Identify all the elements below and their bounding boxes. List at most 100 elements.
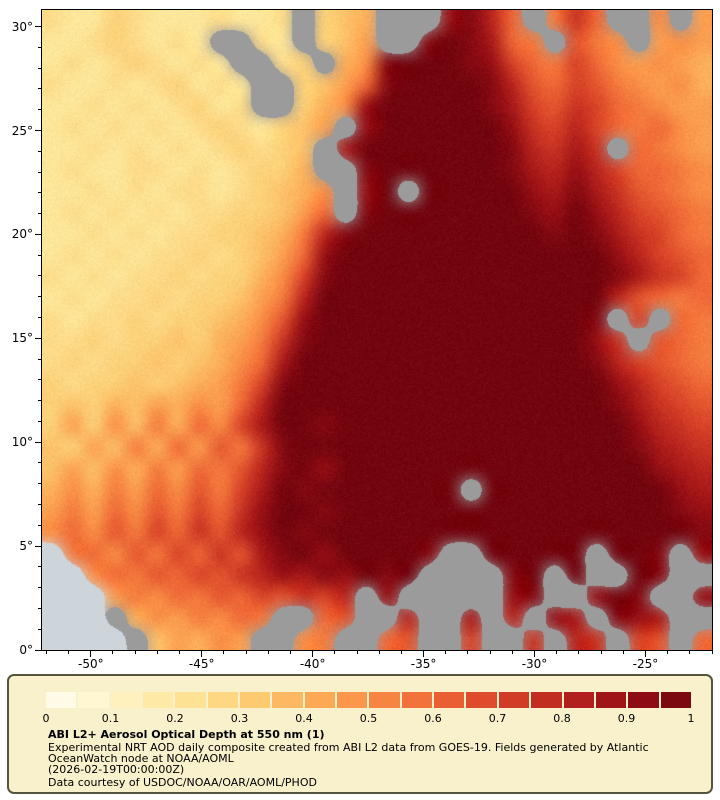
- lon-tick-label: -40°: [291, 657, 335, 671]
- lon-minor-tick: [445, 650, 446, 654]
- colorbar-segment: [434, 692, 464, 708]
- lon-minor-tick: [68, 650, 69, 654]
- lon-minor-tick: [556, 650, 557, 654]
- aod-map-plot: [42, 10, 712, 650]
- lon-minor-tick: [401, 650, 402, 654]
- lat-minor-tick: [38, 213, 42, 214]
- colorbar-segment: [661, 692, 691, 708]
- colorbar-tick-label: 0.2: [166, 712, 184, 725]
- lon-minor-tick: [246, 650, 247, 654]
- lat-tick: [35, 130, 42, 131]
- lat-minor-tick: [38, 400, 42, 401]
- lon-minor-tick: [268, 650, 269, 654]
- lon-minor-tick: [179, 650, 180, 654]
- lat-minor-tick: [38, 608, 42, 609]
- colorbar-segment: [240, 692, 270, 708]
- colorbar-tick-label: 0.4: [295, 712, 313, 725]
- lon-tick: [90, 650, 91, 657]
- lon-minor-tick: [46, 650, 47, 654]
- lat-minor-tick: [38, 629, 42, 630]
- lat-minor-tick: [38, 68, 42, 69]
- lon-tick-label: -45°: [180, 657, 224, 671]
- lat-minor-tick: [38, 317, 42, 318]
- lon-minor-tick: [512, 650, 513, 654]
- lon-minor-tick: [223, 650, 224, 654]
- colorbar-segment: [564, 692, 594, 708]
- colorbar-segment: [78, 692, 108, 708]
- lat-tick: [35, 26, 42, 27]
- lat-minor-tick: [38, 172, 42, 173]
- colorbar-segment: [369, 692, 399, 708]
- lon-minor-tick: [689, 650, 690, 654]
- lon-minor-tick: [290, 650, 291, 654]
- lat-tick: [35, 234, 42, 235]
- colorbar-segment: [272, 692, 302, 708]
- lon-minor-tick: [334, 650, 335, 654]
- colorbar-segment: [531, 692, 561, 708]
- colorbar-segment: [402, 692, 432, 708]
- lat-tick-label: 5°: [0, 539, 33, 553]
- colorbar-segment: [596, 692, 626, 708]
- lat-minor-tick: [38, 296, 42, 297]
- colorbar-segment: [143, 692, 173, 708]
- lon-minor-tick: [357, 650, 358, 654]
- lat-minor-tick: [38, 421, 42, 422]
- colorbar: [46, 692, 691, 708]
- lon-tick-label: -50°: [69, 657, 113, 671]
- colorbar-tick-label: 0.6: [424, 712, 442, 725]
- legend-courtesy: Data courtesy of USDOC/NOAA/OAR/AOML/PHO…: [48, 776, 317, 789]
- lon-tick: [312, 650, 313, 657]
- lat-tick-label: 10°: [0, 435, 33, 449]
- lat-minor-tick: [38, 359, 42, 360]
- colorbar-tick-label: 0.9: [618, 712, 636, 725]
- lon-minor-tick: [490, 650, 491, 654]
- lon-tick: [534, 650, 535, 657]
- lat-tick-label: 30°: [0, 20, 33, 34]
- colorbar-tick-label: 0: [43, 712, 50, 725]
- lon-minor-tick: [578, 650, 579, 654]
- colorbar-segment: [466, 692, 496, 708]
- lat-minor-tick: [38, 255, 42, 256]
- colorbar-segment: [305, 692, 335, 708]
- colorbar-segment: [208, 692, 238, 708]
- lon-minor-tick: [623, 650, 624, 654]
- aod-heatmap-canvas: [42, 10, 712, 650]
- lat-minor-tick: [38, 47, 42, 48]
- lon-tick: [645, 650, 646, 657]
- lon-minor-tick: [112, 650, 113, 654]
- lon-minor-tick: [135, 650, 136, 654]
- lat-minor-tick: [38, 483, 42, 484]
- lat-tick-label: 15°: [0, 331, 33, 345]
- lat-minor-tick: [38, 88, 42, 89]
- aod-figure: 0 0.1 0.2 0.3 0.4 0.5 0.6 0.7 0.8 0.9 1 ABI L2+ Ae…: [0, 0, 720, 800]
- lon-minor-tick: [157, 650, 158, 654]
- legend-timestamp: (2026-02-19T00:00:00Z): [48, 763, 184, 776]
- lat-tick: [35, 338, 42, 339]
- colorbar-tick-label: 0.8: [553, 712, 571, 725]
- lat-tick: [35, 546, 42, 547]
- colorbar-segment: [499, 692, 529, 708]
- lon-tick: [201, 650, 202, 657]
- lat-minor-tick: [38, 192, 42, 193]
- lat-tick: [35, 442, 42, 443]
- lon-minor-tick: [467, 650, 468, 654]
- colorbar-segment: [628, 692, 658, 708]
- lat-tick-label: 20°: [0, 227, 33, 241]
- lon-minor-tick: [379, 650, 380, 654]
- lat-minor-tick: [38, 275, 42, 276]
- lon-tick: [423, 650, 424, 657]
- colorbar-tick-label: 0.7: [489, 712, 507, 725]
- colorbar-tick-label: 0.3: [231, 712, 249, 725]
- lat-minor-tick: [38, 525, 42, 526]
- colorbar-tick-label: 1: [688, 712, 695, 725]
- colorbar-tick-label: 0.5: [360, 712, 378, 725]
- lat-minor-tick: [38, 151, 42, 152]
- lat-minor-tick: [38, 504, 42, 505]
- lat-tick: [35, 650, 42, 651]
- lon-tick-label: -35°: [402, 657, 446, 671]
- lon-tick-label: -25°: [623, 657, 667, 671]
- lat-minor-tick: [38, 109, 42, 110]
- lon-minor-tick: [712, 650, 713, 654]
- lat-tick-label: 25°: [0, 124, 33, 138]
- lat-minor-tick: [38, 587, 42, 588]
